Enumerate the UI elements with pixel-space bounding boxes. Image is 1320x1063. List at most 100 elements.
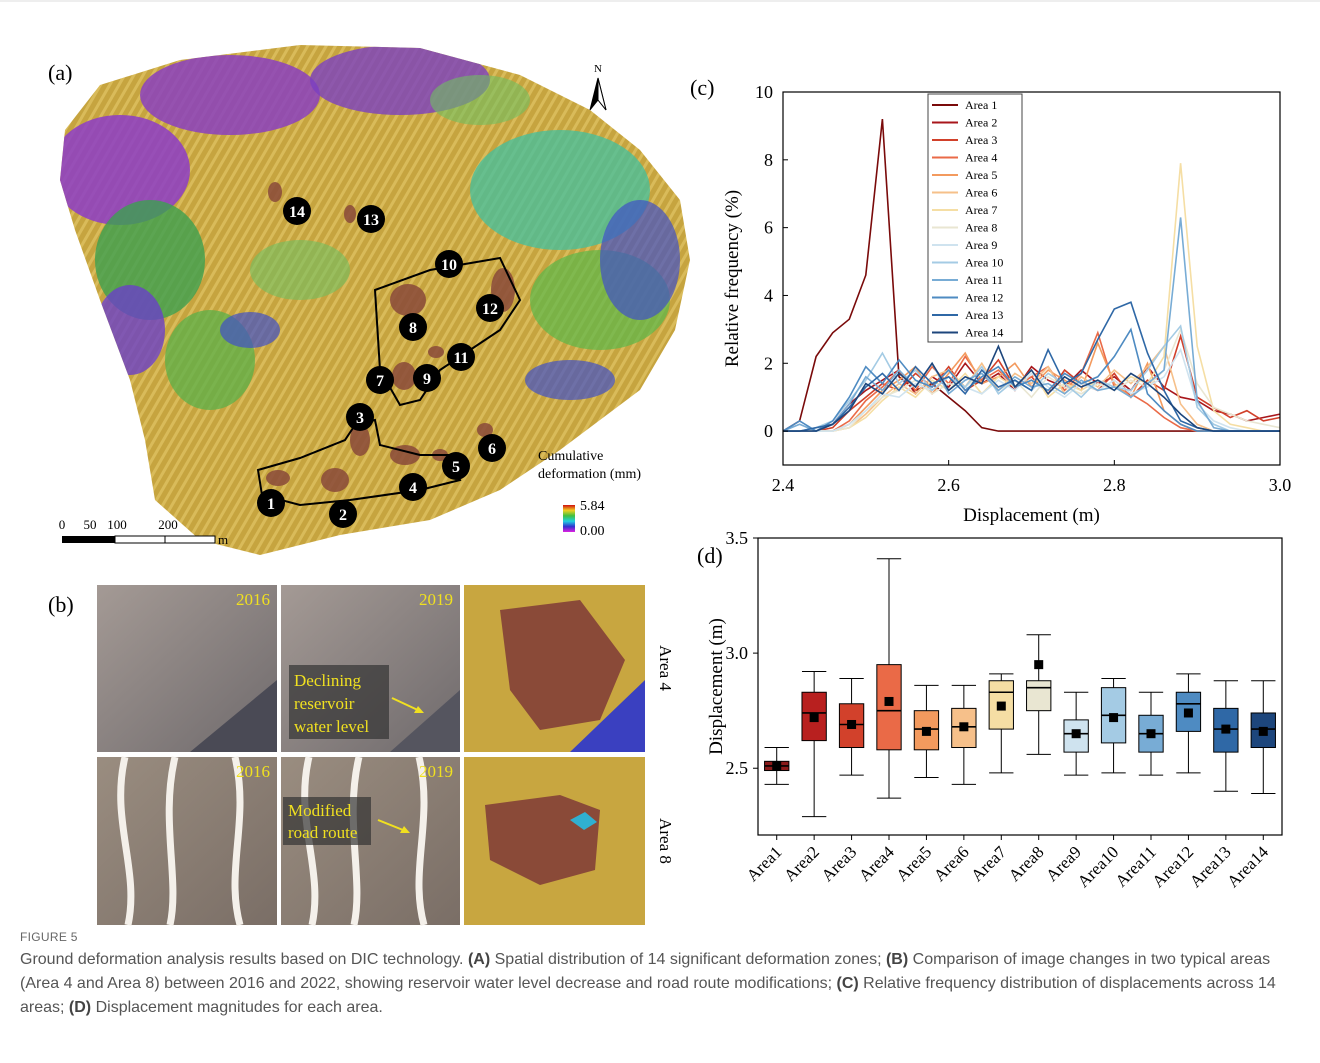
legend-label: Area 12 bbox=[965, 291, 1003, 305]
x-tick-label: Area3 bbox=[818, 842, 861, 885]
caption-item: Displacement magnitudes for each area. bbox=[96, 999, 383, 1016]
figure: 1234567891011121314 (a) N Cumulative def… bbox=[0, 0, 1320, 930]
y-tick-label: 3.5 bbox=[726, 528, 749, 548]
legend-label: Area 11 bbox=[965, 273, 1003, 287]
series-line bbox=[783, 218, 1280, 432]
mean-marker bbox=[959, 722, 968, 731]
row-label: Area 4 bbox=[656, 645, 675, 691]
legend-min: 0.00 bbox=[580, 524, 605, 539]
panel-label: (b) bbox=[48, 592, 74, 617]
box bbox=[877, 665, 901, 750]
legend-label: Area 1 bbox=[965, 98, 997, 112]
annotation: Declining bbox=[294, 671, 362, 690]
legend-title: deformation (mm) bbox=[538, 467, 641, 482]
year-label: 2019 bbox=[419, 590, 453, 609]
y-tick-label: 10 bbox=[755, 82, 773, 102]
zone-number: 12 bbox=[482, 301, 498, 318]
zone-number: 10 bbox=[441, 257, 457, 274]
year-label: 2016 bbox=[236, 762, 270, 781]
x-axis-title: Displacement (m) bbox=[963, 505, 1100, 526]
legend-label: Area 9 bbox=[965, 238, 997, 252]
annotation: Modified bbox=[288, 801, 352, 820]
panel-label: (c) bbox=[690, 75, 714, 100]
caption-label: FIGURE 5 bbox=[20, 930, 1305, 944]
mean-marker bbox=[1072, 729, 1081, 738]
annotation: reservoir bbox=[294, 694, 355, 713]
mean-marker bbox=[847, 720, 856, 729]
legend-title: Cumulative bbox=[538, 449, 603, 464]
zone-number: 13 bbox=[363, 212, 379, 229]
x-tick-label: Area2 bbox=[780, 842, 823, 885]
x-tick-label: Area7 bbox=[967, 842, 1010, 885]
photo-grid bbox=[97, 585, 645, 925]
scale-label: 0 bbox=[59, 517, 66, 532]
caption-text: Ground deformation analysis results base… bbox=[20, 948, 1305, 1020]
legend-label: Area 13 bbox=[965, 308, 1003, 322]
zone-number: 11 bbox=[453, 350, 468, 367]
zone-number: 14 bbox=[289, 204, 305, 221]
mean-marker bbox=[1259, 727, 1268, 736]
x-tick-label: Area12 bbox=[1148, 842, 1197, 891]
north-arrow bbox=[598, 78, 606, 110]
panel-label: (d) bbox=[697, 543, 723, 568]
caption-item: Spatial distribution of 14 significant d… bbox=[495, 951, 882, 968]
caption-tag: (B) bbox=[886, 951, 908, 968]
mean-marker bbox=[885, 697, 894, 706]
legend-label: Area 3 bbox=[965, 133, 997, 147]
y-tick-label: 0 bbox=[764, 421, 773, 441]
y-tick-label: 3.0 bbox=[726, 643, 749, 663]
legend-max: 5.84 bbox=[580, 499, 605, 514]
year-label: 2019 bbox=[419, 762, 453, 781]
caption-tag: (D) bbox=[69, 999, 91, 1016]
zone-number: 6 bbox=[488, 441, 496, 458]
scale-bar bbox=[62, 536, 115, 543]
row-label: Area 8 bbox=[656, 818, 675, 864]
mean-marker bbox=[1221, 725, 1230, 734]
y-tick-label: 2 bbox=[764, 353, 773, 373]
mean-marker bbox=[1034, 660, 1043, 669]
legend-label: Area 14 bbox=[965, 326, 1003, 340]
mean-marker bbox=[810, 713, 819, 722]
x-tick-label: 2.4 bbox=[772, 475, 795, 495]
y-axis-title: Displacement (m) bbox=[706, 618, 727, 755]
legend-label: Area 2 bbox=[965, 116, 997, 130]
legend-label: Area 10 bbox=[965, 256, 1003, 270]
x-tick-label: 2.6 bbox=[937, 475, 960, 495]
zone-number: 1 bbox=[267, 496, 275, 513]
zone-number: 2 bbox=[339, 507, 347, 524]
x-tick-label: Area4 bbox=[855, 842, 898, 885]
zone-number: 8 bbox=[409, 320, 417, 337]
x-tick-label: Area6 bbox=[930, 842, 973, 885]
legend-label: Area 8 bbox=[965, 221, 997, 235]
mean-marker bbox=[922, 727, 931, 736]
mean-marker bbox=[1147, 729, 1156, 738]
zone-number: 3 bbox=[356, 410, 364, 427]
legend-box bbox=[928, 94, 1022, 342]
scale-label: 100 bbox=[107, 517, 127, 532]
scale-bar bbox=[115, 536, 165, 543]
plot-frame bbox=[758, 538, 1282, 835]
scale-label: 50 bbox=[84, 517, 97, 532]
year-label: 2016 bbox=[236, 590, 270, 609]
zone-number: 5 bbox=[452, 459, 460, 476]
caption-tag: (A) bbox=[468, 951, 490, 968]
zone-number: 7 bbox=[376, 373, 384, 390]
caption: FIGURE 5 Ground deformation analysis res… bbox=[20, 930, 1305, 1020]
legend-label: Area 7 bbox=[965, 203, 997, 217]
annotation: road route bbox=[288, 823, 357, 842]
panel-label: (a) bbox=[48, 60, 72, 85]
deformation-map bbox=[40, 30, 720, 590]
y-axis-title: Relative frequency (%) bbox=[722, 190, 743, 367]
mean-marker bbox=[997, 702, 1006, 711]
legend-label: Area 4 bbox=[965, 151, 997, 165]
mean-marker bbox=[1184, 708, 1193, 717]
y-tick-label: 6 bbox=[764, 218, 773, 238]
legend-label: Area 5 bbox=[965, 168, 997, 182]
plot-frame bbox=[783, 92, 1280, 465]
x-tick-label: Area14 bbox=[1223, 842, 1272, 891]
scale-label: 200 bbox=[158, 517, 178, 532]
x-tick-label: Area10 bbox=[1074, 842, 1123, 891]
scale-unit: m bbox=[218, 532, 228, 547]
annotation: water level bbox=[294, 717, 369, 736]
north-label: N bbox=[594, 63, 602, 75]
